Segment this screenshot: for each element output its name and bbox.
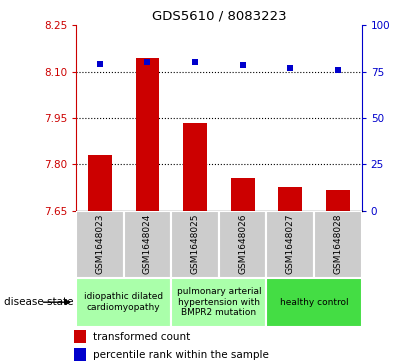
Text: transformed count: transformed count xyxy=(92,332,190,342)
Bar xyxy=(171,211,219,278)
Point xyxy=(97,61,103,67)
Bar xyxy=(231,178,254,211)
Bar xyxy=(266,211,314,278)
Point xyxy=(287,65,293,71)
Text: disease state: disease state xyxy=(4,297,74,307)
Text: GSM1648027: GSM1648027 xyxy=(286,214,295,274)
Bar xyxy=(76,278,171,327)
Text: percentile rank within the sample: percentile rank within the sample xyxy=(92,350,268,360)
Bar xyxy=(314,211,362,278)
Point xyxy=(192,60,199,65)
Bar xyxy=(76,211,124,278)
Text: GSM1648026: GSM1648026 xyxy=(238,214,247,274)
Point xyxy=(335,67,341,73)
Text: GSM1648025: GSM1648025 xyxy=(191,214,200,274)
Bar xyxy=(88,155,112,211)
Text: GSM1648024: GSM1648024 xyxy=(143,214,152,274)
Bar xyxy=(183,123,207,211)
Text: healthy control: healthy control xyxy=(280,298,349,307)
Bar xyxy=(136,58,159,211)
Text: idiopathic dilated
cardiomyopathy: idiopathic dilated cardiomyopathy xyxy=(84,293,163,312)
Bar xyxy=(171,278,266,327)
Text: GSM1648028: GSM1648028 xyxy=(333,214,342,274)
Text: pulmonary arterial
hypertension with
BMPR2 mutation: pulmonary arterial hypertension with BMP… xyxy=(177,287,261,317)
Title: GDS5610 / 8083223: GDS5610 / 8083223 xyxy=(152,10,286,23)
Bar xyxy=(326,191,350,211)
Point xyxy=(239,62,246,68)
Bar xyxy=(74,330,86,343)
Bar xyxy=(278,187,302,211)
Bar xyxy=(124,211,171,278)
Bar xyxy=(219,211,266,278)
Bar xyxy=(266,278,362,327)
Point xyxy=(144,58,151,64)
Bar xyxy=(74,348,86,361)
Text: GSM1648023: GSM1648023 xyxy=(95,214,104,274)
